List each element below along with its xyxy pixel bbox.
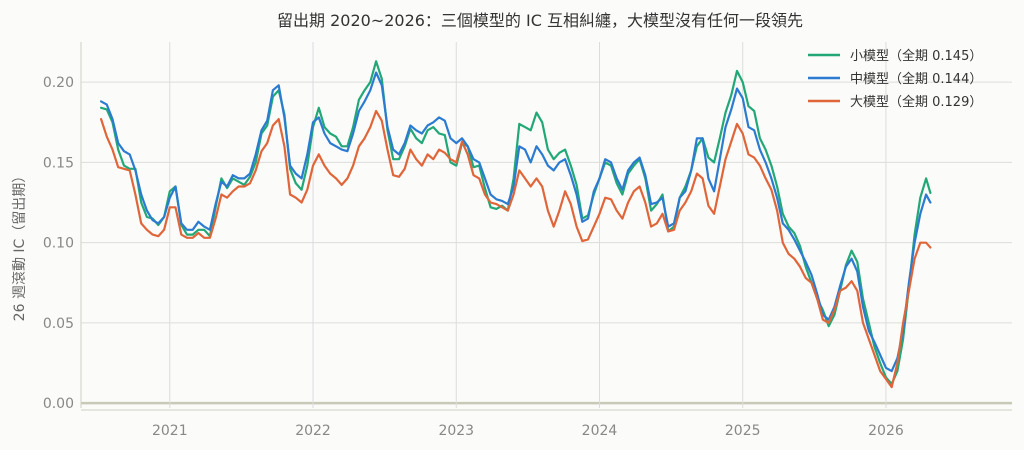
x-tick-label: 2025 <box>725 423 761 439</box>
y-tick-label: 0.15 <box>43 155 74 171</box>
series-line-2 <box>100 71 932 373</box>
x-tick-label: 2024 <box>582 423 618 439</box>
x-tick-label: 2022 <box>295 423 331 439</box>
x-tick-label: 2023 <box>438 423 474 439</box>
legend-label-1: 小模型（全期 0.145） <box>850 48 982 64</box>
series-line-1 <box>100 60 932 385</box>
y-tick-label: 0.10 <box>43 236 74 252</box>
y-axis-label: 26 週滾動 IC（留出期） <box>12 169 28 322</box>
grid-lines <box>81 42 1012 408</box>
y-tick-label: 0.05 <box>43 316 74 332</box>
chart-title: 留出期 2020~2026：三個模型的 IC 互相糾纏，大模型沒有任何一段領先 <box>277 11 803 30</box>
axes: 0.00 0.05 0.10 0.15 0.20 2021 2022 2023 2024 2025… <box>43 42 1012 439</box>
y-tick-label: 0.20 <box>43 75 74 91</box>
y-tick-label: 0.00 <box>43 396 74 412</box>
legend: 小模型（全期 0.145） 中模型（全期 0.144） 大模型（全期 0.129） <box>808 48 982 110</box>
series-line-3 <box>100 109 932 389</box>
series-lines <box>100 60 932 389</box>
legend-label-2: 中模型（全期 0.144） <box>850 71 982 87</box>
x-tick-label: 2021 <box>152 423 188 439</box>
legend-label-3: 大模型（全期 0.129） <box>850 94 982 110</box>
x-tick-label: 2026 <box>868 423 904 439</box>
